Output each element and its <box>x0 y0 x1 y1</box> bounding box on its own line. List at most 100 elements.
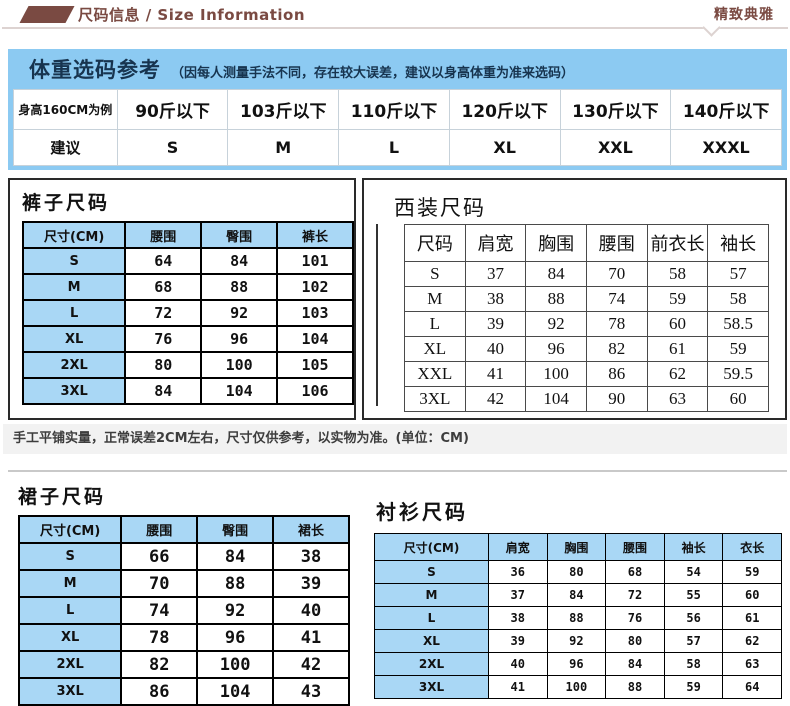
cell-value: 100 <box>525 361 587 387</box>
weight-size-table: 身高160CM为例 90斤以下 103斤以下 110斤以下 120斤以下 130斤以下 14… <box>13 89 782 166</box>
cell-value: XXL <box>559 129 672 166</box>
cell-value: 84 <box>124 377 203 405</box>
cell-value: 72 <box>124 299 203 327</box>
table-row: XXL 41 100 86 62 59.5 <box>404 361 769 387</box>
column-header: 尺寸(CM) <box>21 221 127 249</box>
cell-value: 63 <box>646 386 709 412</box>
cell-value: 103 <box>276 299 354 327</box>
weight-banner: 体重选码参考 （因每人测量手法不同，存在较大误差，建议以身高体重为准来选码） <box>13 49 782 89</box>
cell-value: L <box>338 129 450 166</box>
cell-value: 96 <box>546 652 607 676</box>
cell-value: 90斤以下 <box>116 89 229 130</box>
cell-value: 57 <box>707 261 769 287</box>
page-title: 尺码信息 / Size Information <box>78 6 306 24</box>
suit-title: 西装尺码 <box>394 196 486 220</box>
cell-value: 102 <box>276 273 354 301</box>
cell-value: 36 <box>487 560 548 584</box>
table-row: 3XL 42 104 90 63 60 <box>404 386 769 412</box>
table-row: 3XL 84 104 106 <box>21 377 354 405</box>
row-header: S <box>17 542 123 571</box>
suit-panel: 西装尺码 尺码 肩宽 胸围 腰围 前衣长 袖长 S 37 84 70 58 57 M 38 88 74 59 58… <box>362 178 787 420</box>
cell-value: 61 <box>646 336 709 362</box>
cell-value: 41 <box>487 675 548 699</box>
cell-value: 140斤以下 <box>670 89 782 130</box>
cell-value: 90 <box>585 386 648 412</box>
cell-value: 92 <box>200 299 279 327</box>
row-header: L <box>17 596 123 625</box>
cell-value: 59.5 <box>707 361 769 387</box>
row-header: S <box>404 261 466 287</box>
column-header: 前衣长 <box>646 224 709 262</box>
cell-value: 84 <box>525 261 587 287</box>
cell-value: 70 <box>120 569 199 598</box>
cell-value: 57 <box>663 629 724 653</box>
pants-panel: 裤子尺码 尺寸(CM) 腰围 臀围 裤长 S 64 84 101 M 68 88 102 L 72 92 10… <box>8 178 356 420</box>
row-header: XXL <box>404 361 466 387</box>
cell-value: 58 <box>646 261 709 287</box>
table-row: 建议 S M L XL XXL XXXL <box>13 129 782 166</box>
cell-value: 55 <box>663 583 724 607</box>
cell-value: 84 <box>546 583 607 607</box>
table-row: 身高160CM为例 90斤以下 103斤以下 110斤以下 120斤以下 130斤以下 14… <box>13 89 782 130</box>
cell-value: 38 <box>272 542 350 571</box>
table-header-row: 尺寸(CM) 腰围 臀围 裤长 <box>21 221 354 249</box>
skirt-size-table: 尺寸(CM) 腰围 臀围 裙长 S 66 84 38 M 70 88 39 L 74 92 40 XL 78 96 4… <box>17 515 350 706</box>
row-header: XL <box>404 336 466 362</box>
cell-value: S <box>116 129 229 166</box>
cell-value: 88 <box>200 273 279 301</box>
row-header: L <box>374 606 489 630</box>
cell-value: 100 <box>546 675 607 699</box>
cell-value: 54 <box>663 560 724 584</box>
column-header: 尺寸(CM) <box>374 533 489 561</box>
cell-value: 39 <box>487 629 548 653</box>
table-header-row: 尺寸(CM) 腰围 臀围 裙长 <box>17 515 350 544</box>
column-header: 腰围 <box>124 221 203 249</box>
row-header: 3XL <box>17 677 123 706</box>
cell-value: 96 <box>200 325 279 353</box>
cell-value: 120斤以下 <box>448 89 561 130</box>
weight-section-title: 体重选码参考 <box>29 58 161 82</box>
cell-value: 82 <box>120 650 199 679</box>
column-header: 裙长 <box>272 515 350 544</box>
cell-value: 96 <box>196 623 275 652</box>
cell-value: 62 <box>646 361 709 387</box>
row-header: M <box>17 569 123 598</box>
cell-value: 106 <box>276 377 354 405</box>
cell-value: 68 <box>605 560 665 584</box>
shirt-title: 衬衫尺码 <box>376 500 468 524</box>
table-row: XL 39 92 80 57 62 <box>374 629 782 653</box>
column-header: 尺寸(CM) <box>17 515 123 544</box>
row-header: S <box>374 560 489 584</box>
shirt-size-table: 尺寸(CM) 肩宽 胸围 腰围 袖长 衣长 S 36 80 68 54 59 M 37 84 72 55 60 L 3… <box>374 533 782 699</box>
cell-value: 37 <box>487 583 548 607</box>
cell-value: 80 <box>124 351 203 379</box>
row-header: L <box>21 299 127 327</box>
cell-value: 78 <box>585 311 648 337</box>
cell-value: 80 <box>546 560 607 584</box>
weight-section-subtitle: （因每人测量手法不同，存在较大误差，建议以身高体重为准来选码） <box>171 65 575 81</box>
table-row: S 64 84 101 <box>21 247 354 275</box>
section-header: 尺码信息 / Size Information 精致典雅 <box>2 0 788 37</box>
cell-value: 104 <box>276 325 354 353</box>
row-header: 3XL <box>374 675 489 699</box>
table-row: M 70 88 39 <box>17 569 350 598</box>
table-row: 3XL 41 100 88 59 64 <box>374 675 782 699</box>
cell-value: 70 <box>585 261 648 287</box>
shirt-panel: 衬衫尺码 尺寸(CM) 肩宽 胸围 腰围 袖长 衣长 S 36 80 68 54 59 M 37 84 72 5… <box>360 480 787 706</box>
cell-value: 59 <box>707 336 769 362</box>
cell-value: 41 <box>464 361 527 387</box>
column-header: 腰围 <box>120 515 199 544</box>
cell-value: 88 <box>196 569 275 598</box>
cell-value: 62 <box>722 629 782 653</box>
column-header: 腰围 <box>585 224 648 262</box>
table-row: M 38 88 74 59 58 <box>404 286 769 312</box>
cell-value: 104 <box>525 386 587 412</box>
cell-value: 59 <box>663 675 724 699</box>
cell-value: M <box>227 129 340 166</box>
suit-size-table: 尺码 肩宽 胸围 腰围 前衣长 袖长 S 37 84 70 58 57 M 38 88 74 59 58 L 39 92… <box>404 224 769 412</box>
cell-value: XL <box>448 129 561 166</box>
column-header: 袖长 <box>707 224 769 262</box>
table-row: 2XL 80 100 105 <box>21 351 354 379</box>
cell-value: 60 <box>646 311 709 337</box>
cell-value: 92 <box>525 311 587 337</box>
